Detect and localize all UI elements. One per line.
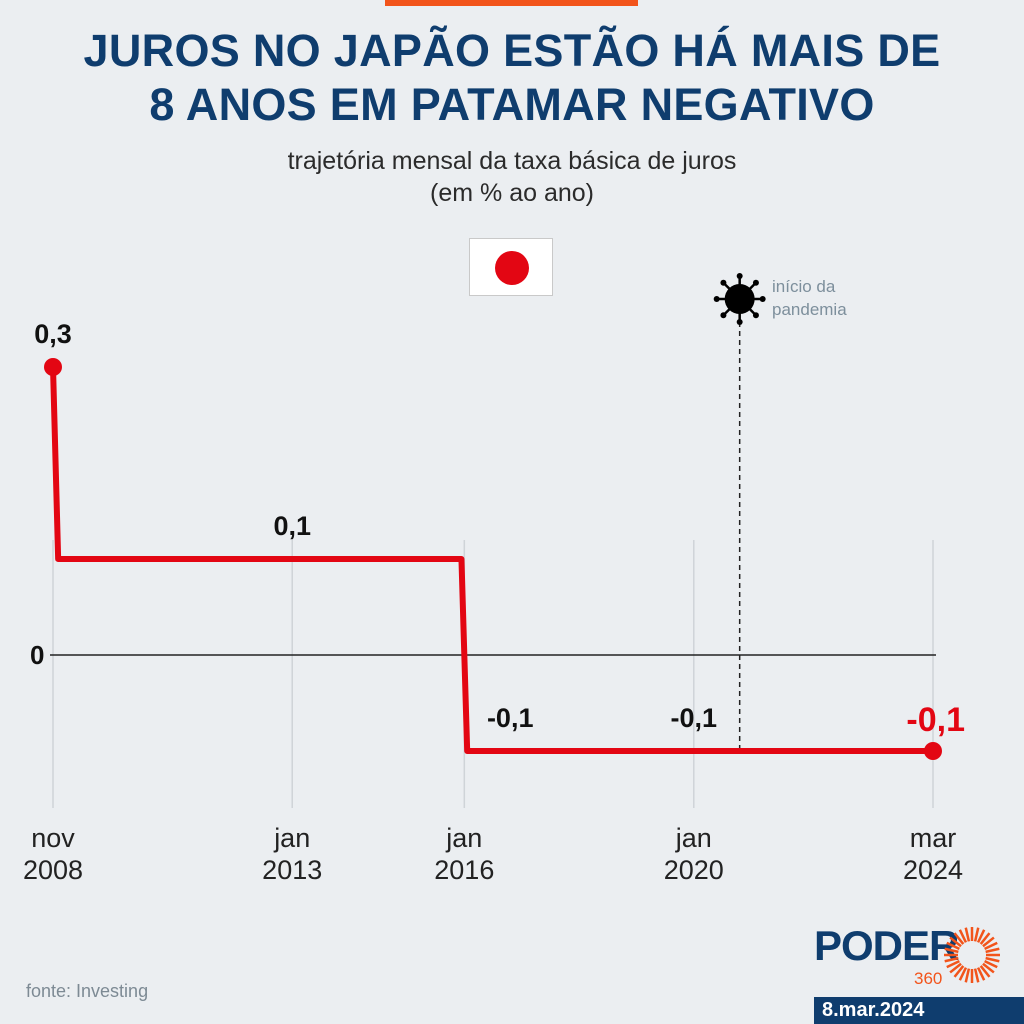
sun-ray: [984, 959, 998, 969]
x-tick-label: jan 2013: [262, 823, 322, 885]
subtitle-line-1: trajetória mensal da taxa básica de juro…: [287, 147, 737, 175]
publication-date: 8.mar.2024: [814, 997, 1024, 1024]
sun-ray: [964, 927, 971, 942]
chart-title: JUROS NO JAPÃO ESTÃO HÁ MAIS DE 8 ANOS E…: [0, 24, 1024, 132]
sun-logo-icon: [944, 927, 1000, 983]
virus-spike-tip: [736, 273, 743, 279]
chart-subtitle: trajetória mensal da taxa básica de juro…: [0, 145, 1024, 209]
y-zero-label: 0: [30, 640, 44, 670]
annotation-line1: início da: [772, 277, 836, 296]
title-line-1: JUROS NO JAPÃO ESTÃO HÁ MAIS DE: [83, 25, 941, 76]
x-tick-label: jan 2016: [434, 823, 494, 885]
virus-spike: [738, 281, 757, 300]
sun-ray: [973, 968, 980, 983]
sun-ray: [985, 956, 1000, 963]
sun-ray: [949, 936, 962, 948]
sun-ray: [964, 968, 971, 983]
start-point: [44, 358, 62, 376]
logo-number: 360: [914, 969, 943, 988]
data-label: -0,1: [906, 701, 965, 739]
x-tick-label: nov 2008: [23, 823, 83, 885]
logo-word: PODER: [814, 922, 959, 969]
virus-spike: [738, 298, 757, 317]
sun-ray: [958, 967, 968, 981]
virus-spike-tip: [752, 312, 759, 319]
sun-ray: [949, 962, 962, 974]
sun-ray: [976, 967, 986, 981]
top-accent-bar: [385, 0, 638, 6]
title-line-2: 8 ANOS EM PATAMAR NEGATIVO: [149, 79, 875, 130]
sun-ray: [984, 941, 998, 951]
virus-spike: [722, 298, 741, 317]
source-note: fonte: Investing: [26, 981, 149, 1001]
x-tick-line2: 2008: [23, 855, 83, 885]
data-label: -0,1: [487, 703, 534, 733]
sun-ray: [973, 927, 980, 942]
subtitle-line-2: (em % ao ano): [430, 179, 594, 207]
x-tick-line2: 2016: [434, 855, 494, 885]
sun-ray: [958, 929, 968, 943]
sun-ray: [976, 929, 986, 943]
sun-ray: [946, 941, 960, 951]
virus-spike-tip: [759, 296, 766, 302]
rate-line: [50, 366, 933, 754]
data-label: 0,3: [34, 319, 72, 349]
virus-spike-tip: [713, 296, 720, 302]
sun-ray: [979, 965, 991, 978]
virus-spike-tip: [720, 279, 727, 286]
x-tick-line2: 2024: [903, 855, 963, 885]
sun-ray: [982, 962, 995, 974]
virus-spike: [722, 281, 741, 300]
japan-flag-icon: [469, 238, 553, 296]
x-tick-line2: 2013: [262, 855, 322, 885]
x-tick-line1: jan: [445, 823, 482, 853]
x-tick-line1: mar: [910, 823, 957, 853]
data-label: 0,1: [273, 511, 311, 541]
end-point: [924, 742, 942, 760]
x-tick-line1: jan: [675, 823, 712, 853]
sun-ray: [985, 947, 1000, 954]
pandemic-annotation: início da pandemia: [772, 277, 847, 319]
data-label: -0,1: [671, 703, 718, 733]
sun-ray: [946, 959, 960, 969]
x-tick-label: mar 2024: [903, 823, 963, 885]
sun-ray: [979, 932, 991, 945]
virus-spike-tip: [752, 279, 759, 286]
sun-ray: [953, 932, 965, 945]
x-tick-label: jan 2020: [664, 823, 724, 885]
sun-ray: [944, 956, 959, 963]
sun-ray: [982, 936, 995, 948]
x-tick-line1: jan: [273, 823, 310, 853]
virus-spike-tip: [720, 312, 727, 319]
x-tick-line1: nov: [31, 823, 75, 853]
x-tick-line2: 2020: [664, 855, 724, 885]
sun-ray: [953, 965, 965, 978]
virus-icon: [713, 273, 766, 325]
sun-ray: [944, 947, 959, 954]
annotation-line2: pandemia: [772, 300, 847, 319]
virus-spike-tip: [736, 319, 743, 325]
poder360-logo: PODER 360: [814, 924, 1004, 990]
